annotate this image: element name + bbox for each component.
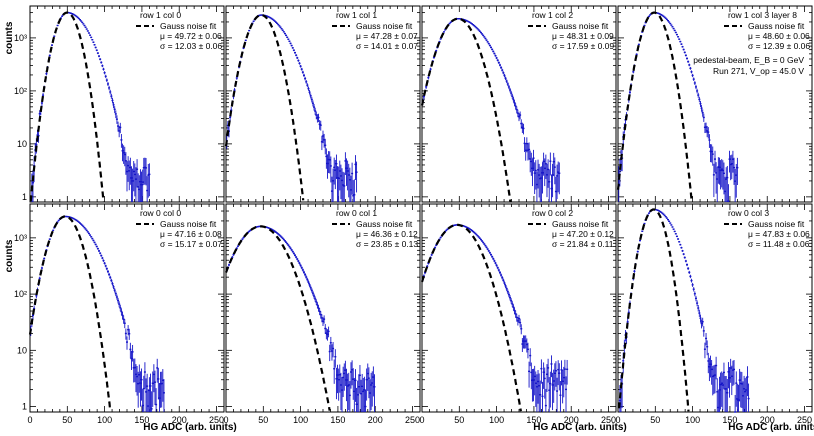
y-tick-label: 10	[17, 345, 27, 355]
fit-sigma-value: σ = 12.03 ± 0.06	[160, 41, 222, 51]
x-tick-label: 150	[134, 415, 149, 425]
fit-mu-value: μ = 48.31 ± 0.09	[552, 31, 614, 41]
x-tick-label: 0	[419, 415, 424, 425]
gauss-fit-curve	[224, 225, 331, 411]
legend-fit-label: Gauss noise fit	[748, 21, 805, 31]
x-axis-title-col2: HG ADC (arb. units)	[533, 422, 627, 433]
panel-title: row 0 col 0	[140, 208, 181, 218]
data-series	[30, 11, 151, 202]
fit-mu-value: μ = 47.83 ± 0.06	[748, 229, 810, 239]
x-tick-label: 100	[685, 415, 700, 425]
x-tick-label: 0	[27, 415, 32, 425]
x-tick-label: 200	[172, 415, 187, 425]
panel-title: row 1 col 2	[532, 10, 573, 20]
panel-title: row 1 col 1	[336, 10, 377, 20]
fit-mu-value: μ = 46.36 ± 0.12	[356, 229, 418, 239]
x-tick-label: 150	[722, 415, 737, 425]
x-tick-label: 0	[615, 415, 620, 425]
x-tick-label: 50	[62, 415, 72, 425]
y-tick-label: 10³	[14, 233, 27, 243]
x-tick-label: 250	[209, 415, 224, 425]
panel-5: 0 50 100 150 200 250 1 10 10² 10³ row 0 col 0Gauss…	[14, 203, 225, 425]
fit-mu-value: μ = 48.60 ± 0.06	[748, 31, 810, 41]
legend-fit-label: Gauss noise fit	[160, 21, 217, 31]
fit-mu-value: μ = 49.72 ± 0.06	[160, 31, 222, 41]
y-tick-label: 10	[17, 139, 27, 149]
x-tick-label: 50	[650, 415, 660, 425]
data-series	[421, 18, 561, 202]
y-axis-title-bottom: counts	[4, 239, 15, 272]
x-tick-label: 50	[454, 415, 464, 425]
gauss-fit-curve	[618, 208, 690, 412]
data-series	[421, 224, 569, 412]
data-series	[618, 208, 750, 413]
y-tick-label: 10²	[14, 86, 27, 96]
fit-sigma-value: σ = 11.48 ± 0.06	[748, 239, 810, 249]
y-axis-title-top: counts	[4, 21, 15, 54]
y-tick-label: 1	[22, 402, 27, 412]
fit-sigma-value: σ = 14.01 ± 0.07	[356, 41, 418, 51]
x-tick-label: 150	[526, 415, 541, 425]
fit-sigma-value: σ = 12.39 ± 0.06	[748, 41, 810, 51]
data-series	[225, 14, 358, 202]
fit-sigma-value: σ = 21.84 ± 0.11	[552, 239, 614, 249]
x-tick-label: 200	[760, 415, 775, 425]
legend-fit-label: Gauss noise fit	[552, 219, 609, 229]
legend-fit-label: Gauss noise fit	[356, 219, 413, 229]
x-tick-label: 150	[330, 415, 345, 425]
x-tick-label: 100	[293, 415, 308, 425]
x-axis-title-col3: HG ADC (arb. units)	[728, 422, 814, 433]
fit-sigma-value: σ = 15.17 ± 0.07	[160, 239, 222, 249]
fit-mu-value: μ = 47.16 ± 0.08	[160, 229, 222, 239]
data-series	[617, 11, 739, 202]
y-tick-label: 10³	[14, 33, 27, 43]
x-axis-title-col1: HG ADC (arb. units)	[143, 422, 237, 433]
legend-fit-label: Gauss noise fit	[356, 21, 413, 31]
x-tick-label: 200	[564, 415, 579, 425]
gauss-fit-curve	[28, 215, 112, 410]
panel-title: row 0 col 1	[336, 208, 377, 218]
gauss-fit-curve	[29, 11, 105, 202]
legend-fit-label: Gauss noise fit	[552, 21, 609, 31]
fit-mu-value: μ = 47.28 ± 0.07	[356, 31, 418, 41]
gauss-fit-curve	[420, 17, 512, 203]
panel-title: row 0 col 3	[728, 208, 769, 218]
gauss-fit-curve	[616, 11, 693, 200]
gauss-fit-curve	[420, 223, 522, 412]
fit-sigma-value: σ = 17.59 ± 0.09	[552, 41, 614, 51]
x-tick-label: 50	[258, 415, 268, 425]
data-series	[225, 225, 376, 412]
x-tick-label: 250	[797, 415, 812, 425]
gauss-fit-curve	[224, 13, 305, 201]
x-tick-label: 200	[368, 415, 383, 425]
x-tick-label: 250	[601, 415, 616, 425]
extra-label-line1: pedestal-beam, E_B = 0 GeV	[693, 55, 804, 65]
x-tick-label: 100	[97, 415, 112, 425]
legend-fit-label: Gauss noise fit	[748, 219, 805, 229]
fit-sigma-value: σ = 23.85 ± 0.13	[356, 239, 418, 249]
panel-title: row 1 col 3 layer 8	[728, 10, 797, 20]
panel-title: row 1 col 0	[140, 10, 181, 20]
x-tick-label: 250	[405, 415, 420, 425]
panel-title: row 0 col 2	[532, 208, 573, 218]
extra-label-line2: Run 271, V_op = 45.0 V	[713, 66, 804, 76]
y-tick-label: 10²	[14, 289, 27, 299]
x-tick-label: 0	[223, 415, 228, 425]
fit-mu-value: μ = 47.20 ± 0.12	[552, 229, 614, 239]
legend-fit-label: Gauss noise fit	[160, 219, 217, 229]
x-tick-label: 100	[489, 415, 504, 425]
y-tick-label: 1	[22, 192, 27, 202]
